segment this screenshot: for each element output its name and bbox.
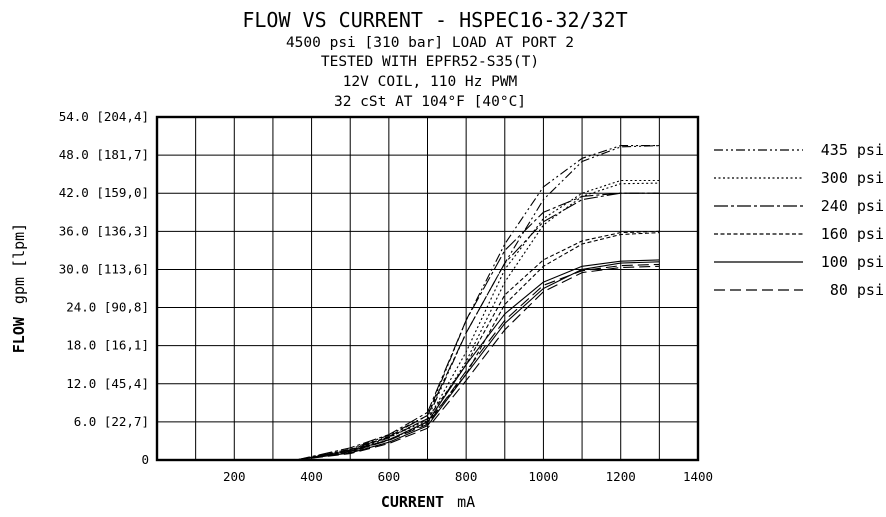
legend-label: 100 psi: [821, 253, 884, 271]
x-axis-label-main: CURRENT: [381, 493, 444, 511]
series-line-435-psi-1: [295, 145, 660, 461]
grid-lines: [157, 117, 698, 460]
chart-title: FLOW VS CURRENT - HSPEC16-32/32T: [242, 8, 627, 32]
x-tick-label: 800: [455, 469, 478, 484]
legend-label: 80 psi: [830, 281, 884, 299]
y-axis-label-unit: gpm [lpm]: [10, 223, 28, 304]
y-axis-label: FLOW gpm [lpm]: [10, 223, 28, 353]
legend-label: 435 psi: [821, 141, 884, 159]
y-tick-label: 54.0 [204,4]: [59, 109, 149, 124]
y-tick-labels: 0 6.0 [22,7] 12.0 [45,4] 18.0 [16,1] 24.0 [9…: [59, 109, 149, 467]
y-tick-label: 6.0 [22,7]: [74, 414, 149, 429]
y-tick-label: 12.0 [45,4]: [66, 376, 149, 391]
y-tick-label: 42.0 [159,0]: [59, 185, 149, 200]
series-line-240-psi-2: [295, 192, 660, 461]
x-tick-label: 200: [223, 469, 246, 484]
legend: 435 psi 300 psi 240 psi 160 psi 100 psi 80 ps…: [714, 141, 884, 299]
legend-label: 300 psi: [821, 169, 884, 187]
legend-label: 240 psi: [821, 197, 884, 215]
y-tick-label: 0: [141, 452, 149, 467]
x-tick-label: 1200: [606, 469, 636, 484]
x-axis-label: CURRENT mA: [381, 493, 475, 511]
series-line-80-psi-1: [296, 263, 660, 461]
plot-frame: [155, 115, 700, 462]
x-tick-label: 400: [300, 469, 323, 484]
chart-subtitle-line-2: TESTED WITH EPFR52-S35(T): [321, 54, 539, 70]
y-tick-label: 36.0 [136,3]: [59, 223, 149, 238]
series-line-300-psi-1: [295, 179, 660, 461]
y-tick-label: 30.0 [113,6]: [59, 261, 149, 276]
x-tick-label: 1000: [528, 469, 558, 484]
legend-label: 160 psi: [821, 225, 884, 243]
series-line-100-psi-2: [296, 261, 660, 461]
x-tick-labels: 200 400 600 800 1000 1200 1400: [223, 469, 713, 484]
chart-subtitle-line-3: 12V COIL, 110 Hz PWM: [343, 74, 518, 90]
series-line-160-psi-1: [296, 230, 660, 461]
plot-border: [155, 115, 700, 462]
chart-subtitle-line-4: 32 cSt AT 104°F [40°C]: [334, 94, 526, 110]
y-axis-label-main: FLOW: [10, 316, 28, 353]
y-tick-label: 18.0 [16,1]: [66, 338, 149, 353]
data-curves: [295, 145, 660, 461]
y-tick-label: 48.0 [181,7]: [59, 147, 149, 162]
series-line-100-psi-1: [296, 259, 660, 461]
x-tick-label: 600: [378, 469, 401, 484]
chart-subtitle-line-1: 4500 psi [310 bar] LOAD AT PORT 2: [286, 35, 574, 51]
series-line-80-psi-2: [296, 265, 660, 461]
y-tick-label: 24.0 [90,8]: [66, 300, 149, 315]
series-line-240-psi-1: [295, 192, 660, 461]
x-axis-label-unit: mA: [457, 493, 475, 511]
x-tick-label: 1400: [683, 469, 713, 484]
